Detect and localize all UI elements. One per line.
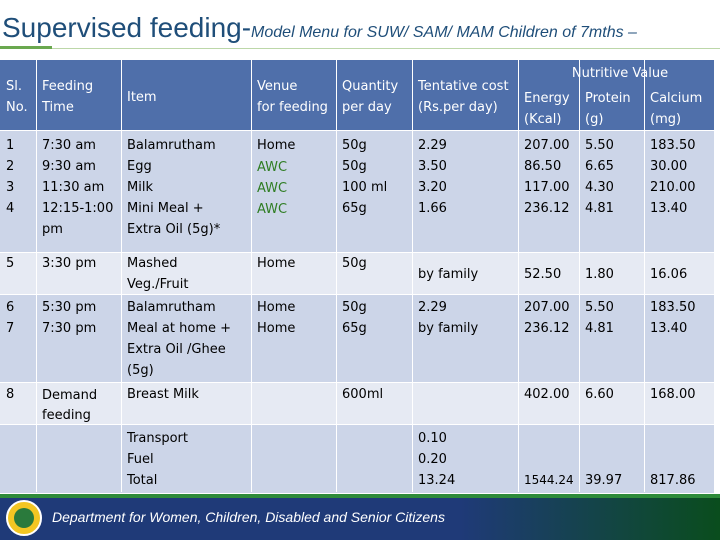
cell-calcium: 183.50 30.00 210.00 13.40 (650, 138, 696, 216)
column-divider (412, 60, 413, 492)
column-divider (121, 60, 122, 492)
cell-cost: by family (418, 267, 479, 282)
cell-item: Breast Milk (127, 387, 199, 402)
cell-calcium: 168.00 (650, 387, 696, 402)
table-row: 5 3:30 pm Mashed Veg./Fruit Home 50g by … (0, 252, 714, 295)
column-divider (579, 60, 580, 492)
cell-quantity: 50g (342, 256, 367, 271)
title-accent-bar (0, 46, 52, 49)
cell-item: Mashed Veg./Fruit (127, 256, 189, 292)
column-divider (518, 60, 519, 492)
cell-energy: 207.00 236.12 (524, 300, 570, 336)
table-row: 8 Demand feeding Breast Milk 600ml 402.0… (0, 382, 714, 425)
cell-protein: 39.97 (585, 473, 623, 488)
cell-quantity: 50g 65g (342, 300, 367, 336)
page-title: Supervised feeding-Model Menu for SUW/ S… (2, 12, 637, 44)
cell-protein: 6.60 (585, 387, 614, 402)
cell-time: Demand feeding (42, 388, 98, 423)
column-divider (644, 60, 645, 492)
cell-sl: 5 (6, 256, 15, 271)
cell-energy: 1544.24 (524, 473, 574, 487)
feeding-menu-table: Sl. No. Feeding Time Item Venue for feed… (0, 60, 714, 493)
cell-venue-home: Home (257, 138, 296, 153)
column-divider (36, 60, 37, 492)
header-item: Item (127, 90, 157, 105)
cell-venue-awc: AWC AWC AWC (257, 160, 288, 217)
header-sl: Sl. No. (6, 79, 28, 115)
table-row-totals: Transport Fuel Total 0.10 0.20 13.24 154… (0, 424, 714, 493)
table-row: 1 2 3 4 7:30 am 9:30 am 11:30 am 12:15-1… (0, 130, 714, 253)
cell-item: Balamrutham Egg Milk Mini Meal + Extra O… (127, 138, 221, 237)
cell-venue: Home Home (257, 300, 296, 336)
cell-sl: 8 (6, 387, 15, 402)
government-emblem-icon (6, 500, 42, 536)
table-row: 6 7 5:30 pm 7:30 pm Balamrutham Meal at … (0, 294, 714, 383)
cell-calcium: 183.50 13.40 (650, 300, 696, 336)
title-sub: Model Menu for SUW/ SAM/ MAM Children of… (251, 24, 637, 41)
header-calcium: Calcium (mg) (650, 91, 703, 127)
header-nutritive-value: Nutritive Value (571, 66, 669, 81)
cell-energy: 402.00 (524, 387, 570, 402)
cell-calcium: 16.06 (650, 267, 688, 282)
header-venue: Venue for feeding (257, 79, 328, 115)
footer-gradient (460, 498, 720, 540)
cell-venue: Home (257, 256, 296, 271)
cell-time: 5:30 pm 7:30 pm (42, 300, 97, 336)
footer-strip (0, 494, 720, 498)
cell-time: 3:30 pm (42, 256, 97, 271)
header-protein: Protein (g) (585, 91, 631, 127)
cell-quantity: 600ml (342, 387, 384, 402)
title-divider (52, 48, 720, 49)
cell-sl: 1 2 3 4 (6, 138, 15, 216)
header-time: Feeding Time (42, 79, 94, 115)
cell-protein: 5.50 6.65 4.30 4.81 (585, 138, 614, 216)
cell-cost: 2.29 3.50 3.20 1.66 (418, 138, 447, 216)
cell-sl: 6 7 (6, 300, 15, 336)
footer-banner: Department for Women, Children, Disabled… (0, 494, 720, 540)
cell-calcium: 817.86 (650, 473, 696, 488)
header-quantity: Quantity per day (342, 79, 399, 115)
department-name: Department for Women, Children, Disabled… (52, 509, 445, 525)
cell-quantity: 50g 50g 100 ml 65g (342, 138, 388, 216)
column-divider (251, 60, 252, 492)
cell-cost: 0.10 0.20 13.24 (418, 431, 456, 488)
header-cost: Tentative cost (Rs.per day) (418, 79, 509, 115)
cell-item: Transport Fuel Total (127, 431, 189, 488)
cell-time: 7:30 am 9:30 am 11:30 am 12:15-1:00 pm (42, 138, 114, 237)
cell-item: Balamrutham Meal at home + Extra Oil /Gh… (127, 300, 231, 378)
header-energy: Energy (Kcal) (524, 91, 570, 127)
cell-protein: 1.80 (585, 267, 614, 282)
cell-protein: 5.50 4.81 (585, 300, 614, 336)
cell-energy: 52.50 (524, 267, 562, 282)
column-divider (336, 60, 337, 492)
title-main: Supervised feeding- (2, 12, 252, 43)
cell-energy: 207.00 86.50 117.00 236.12 (524, 138, 570, 216)
cell-cost: 2.29 by family (418, 300, 479, 336)
table-header-row: Sl. No. Feeding Time Item Venue for feed… (0, 60, 714, 130)
